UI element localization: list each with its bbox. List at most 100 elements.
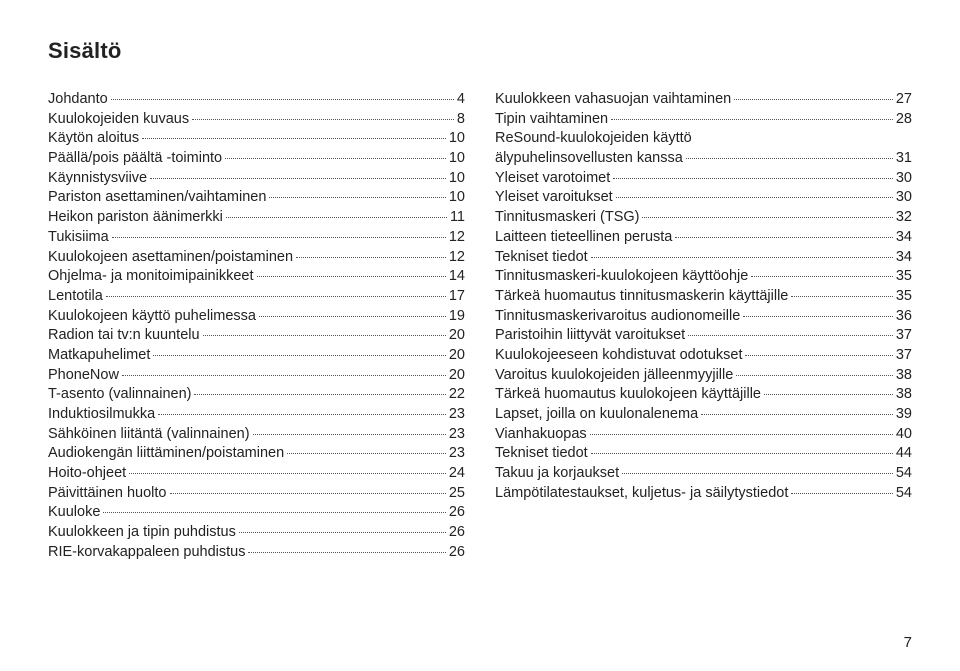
toc-dots bbox=[591, 453, 893, 454]
toc-row: Lämpötilatestaukset, kuljetus- ja säilyt… bbox=[495, 486, 912, 501]
toc-row: Kuuloke26 bbox=[48, 505, 465, 520]
toc-row: PhoneNow 20 bbox=[48, 368, 465, 383]
toc-label: Matkapuhelimet bbox=[48, 348, 150, 363]
toc-dots bbox=[248, 552, 445, 553]
toc-label: Pariston asettaminen/vaihtaminen bbox=[48, 190, 266, 205]
toc-row: älypuhelinsovellusten kanssa31 bbox=[495, 151, 912, 166]
toc-page: 23 bbox=[449, 446, 465, 461]
toc-label: Päivittäinen huolto bbox=[48, 486, 167, 501]
toc-label: Laitteen tieteellinen perusta bbox=[495, 230, 672, 245]
toc-page: 28 bbox=[896, 112, 912, 127]
toc-dots bbox=[751, 276, 893, 277]
toc-label: Tekniset tiedot bbox=[495, 446, 588, 461]
toc-dots bbox=[170, 493, 446, 494]
toc-page: 20 bbox=[449, 348, 465, 363]
toc-dots bbox=[203, 335, 446, 336]
toc-page: 36 bbox=[896, 309, 912, 324]
toc-label: Kuulokkeen ja tipin puhdistus bbox=[48, 525, 236, 540]
toc-page: 35 bbox=[896, 289, 912, 304]
toc-label: Tipin vaihtaminen bbox=[495, 112, 608, 127]
toc-page: 32 bbox=[896, 210, 912, 225]
toc-dots bbox=[122, 375, 446, 376]
toc-label: PhoneNow bbox=[48, 368, 119, 383]
toc-label: älypuhelinsovellusten kanssa bbox=[495, 151, 683, 166]
toc-page: 23 bbox=[449, 407, 465, 422]
toc-label: Takuu ja korjaukset bbox=[495, 466, 619, 481]
toc-dots bbox=[194, 394, 445, 395]
toc-row: RIE-korvakappaleen puhdistus26 bbox=[48, 545, 465, 560]
toc-page: 27 bbox=[896, 92, 912, 107]
toc-page: 30 bbox=[896, 171, 912, 186]
toc-row: Laitteen tieteellinen perusta 34 bbox=[495, 230, 912, 245]
toc-dots bbox=[745, 355, 892, 356]
toc-dots bbox=[611, 119, 893, 120]
toc-label: Kuulokojeen asettaminen/poistaminen bbox=[48, 250, 293, 265]
toc-page: 12 bbox=[449, 250, 465, 265]
toc-row: Hoito-ohjeet24 bbox=[48, 466, 465, 481]
toc-row: Tärkeä huomautus kuulokojeen käyttäjille… bbox=[495, 387, 912, 402]
toc-dots bbox=[257, 276, 446, 277]
toc-label: Tekniset tiedot bbox=[495, 250, 588, 265]
toc-row: Tipin vaihtaminen 28 bbox=[495, 112, 912, 127]
toc-dots bbox=[613, 178, 893, 179]
toc-row: Johdanto 4 bbox=[48, 92, 465, 107]
toc-row: Pariston asettaminen/vaihtaminen10 bbox=[48, 190, 465, 205]
toc-dots bbox=[764, 394, 893, 395]
toc-row: T-asento (valinnainen)22 bbox=[48, 387, 465, 402]
toc-page: 10 bbox=[449, 171, 465, 186]
toc-row: Vianhakuopas40 bbox=[495, 427, 912, 442]
toc-page: 20 bbox=[449, 328, 465, 343]
toc-page: 38 bbox=[896, 368, 912, 383]
toc-dots bbox=[269, 197, 445, 198]
toc-page: 26 bbox=[449, 545, 465, 560]
toc-label: Tinnitusmaskerivaroitus audionomeille bbox=[495, 309, 740, 324]
toc-label: Vianhakuopas bbox=[495, 427, 587, 442]
toc-label: Audiokengän liittäminen/poistaminen bbox=[48, 446, 284, 461]
toc-label: Tinnitusmaskeri (TSG) bbox=[495, 210, 639, 225]
toc-row: Kuulokojeen asettaminen/poistaminen 12 bbox=[48, 250, 465, 265]
toc-label: Yleiset varoitukset bbox=[495, 190, 613, 205]
toc-dots bbox=[153, 355, 446, 356]
toc-page: 22 bbox=[449, 387, 465, 402]
toc-label: Yleiset varotoimet bbox=[495, 171, 610, 186]
toc-row: Ohjelma- ja monitoimipainikkeet14 bbox=[48, 269, 465, 284]
toc-label: Tärkeä huomautus kuulokojeen käyttäjille bbox=[495, 387, 761, 402]
toc-label: Kuuloke bbox=[48, 505, 100, 520]
toc-label: Induktiosilmukka bbox=[48, 407, 155, 422]
toc-dots bbox=[239, 532, 446, 533]
toc-dots bbox=[743, 316, 893, 317]
toc-dots bbox=[111, 99, 454, 100]
page-number: 7 bbox=[904, 634, 912, 651]
toc-dots bbox=[112, 237, 446, 238]
toc-row: Induktiosilmukka 23 bbox=[48, 407, 465, 422]
toc-label: Johdanto bbox=[48, 92, 108, 107]
toc-row: Matkapuhelimet 20 bbox=[48, 348, 465, 363]
toc-row: Lapset, joilla on kuulonalenema39 bbox=[495, 407, 912, 422]
toc-page: 35 bbox=[896, 269, 912, 284]
toc-page: 54 bbox=[896, 486, 912, 501]
toc-row: Paristoihin liittyvät varoitukset37 bbox=[495, 328, 912, 343]
toc-page: 34 bbox=[896, 250, 912, 265]
toc-label: Varoitus kuulokojeiden jälleenmyyjille bbox=[495, 368, 733, 383]
toc-page: 4 bbox=[457, 92, 465, 107]
toc-row: Varoitus kuulokojeiden jälleenmyyjille 38 bbox=[495, 368, 912, 383]
toc-dots bbox=[225, 158, 446, 159]
toc-dots bbox=[675, 237, 893, 238]
toc-label: Tärkeä huomautus tinnitusmaskerin käyttä… bbox=[495, 289, 788, 304]
toc-dots bbox=[642, 217, 892, 218]
toc-row: Lentotila17 bbox=[48, 289, 465, 304]
toc-dots bbox=[142, 138, 446, 139]
toc-label: Tukisiima bbox=[48, 230, 109, 245]
toc-page: 34 bbox=[896, 230, 912, 245]
toc-dots bbox=[129, 473, 446, 474]
toc-row: Päällä/pois päältä -toiminto10 bbox=[48, 151, 465, 166]
toc-page: 20 bbox=[449, 368, 465, 383]
toc-row: Kuulokojeeseen kohdistuvat odotukset37 bbox=[495, 348, 912, 363]
toc-label: ReSound-kuulokojeiden käyttö bbox=[495, 131, 692, 146]
toc-page: 39 bbox=[896, 407, 912, 422]
toc-dots bbox=[791, 296, 893, 297]
toc-dots bbox=[591, 257, 893, 258]
toc-label: Kuulokojeeseen kohdistuvat odotukset bbox=[495, 348, 742, 363]
toc-dots bbox=[253, 434, 446, 435]
toc-columns: Johdanto4Kuulokojeiden kuvaus8Käytön alo… bbox=[48, 92, 912, 565]
